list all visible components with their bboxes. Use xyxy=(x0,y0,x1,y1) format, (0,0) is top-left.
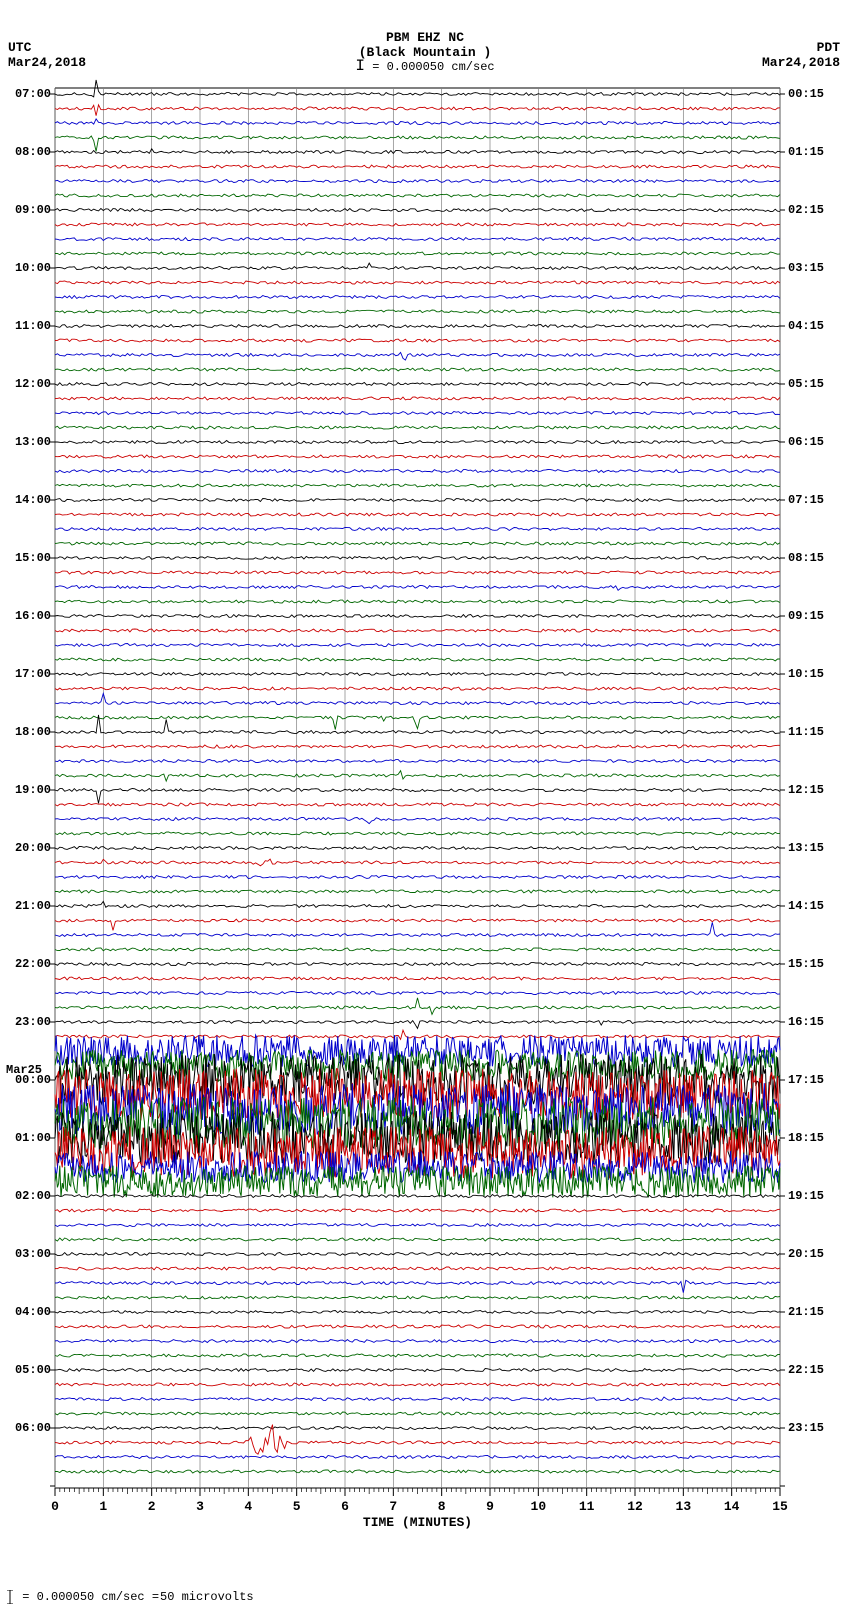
tz-right-date: Mar24,2018 xyxy=(762,55,840,70)
tz-right-label: PDT xyxy=(817,40,840,55)
pdt-hour-label: 20:15 xyxy=(788,1247,838,1261)
pdt-hour-label: 13:15 xyxy=(788,841,838,855)
pdt-hour-label: 11:15 xyxy=(788,725,838,739)
pdt-hour-label: 04:15 xyxy=(788,319,838,333)
seismogram-chart: 0123456789101112131415TIME (MINUTES) xyxy=(0,0,850,1613)
tz-left-date: Mar24,2018 xyxy=(8,55,86,70)
scale-note: I = 0.000050 cm/sec xyxy=(0,60,850,74)
svg-text:11: 11 xyxy=(579,1499,595,1514)
pdt-hour-label: 21:15 xyxy=(788,1305,838,1319)
utc-hour-label: 23:00 xyxy=(6,1015,51,1029)
pdt-hour-label: 12:15 xyxy=(788,783,838,797)
utc-hour-label: 21:00 xyxy=(6,899,51,913)
utc-hour-label: 16:00 xyxy=(6,609,51,623)
footer-microvolts: 50 microvolts xyxy=(160,1590,254,1604)
pdt-hour-label: 03:15 xyxy=(788,261,838,275)
pdt-hour-label: 23:15 xyxy=(788,1421,838,1435)
pdt-hour-label: 02:15 xyxy=(788,203,838,217)
pdt-hour-label: 17:15 xyxy=(788,1073,838,1087)
svg-text:12: 12 xyxy=(627,1499,643,1514)
pdt-hour-label: 10:15 xyxy=(788,667,838,681)
pdt-hour-label: 09:15 xyxy=(788,609,838,623)
svg-text:7: 7 xyxy=(389,1499,397,1514)
utc-hour-label: 19:00 xyxy=(6,783,51,797)
svg-text:4: 4 xyxy=(244,1499,252,1514)
utc-hour-label: 04:00 xyxy=(6,1305,51,1319)
pdt-hour-label: 05:15 xyxy=(788,377,838,391)
utc-hour-label: 06:00 xyxy=(6,1421,51,1435)
pdt-hour-label: 00:15 xyxy=(788,87,838,101)
svg-text:10: 10 xyxy=(531,1499,547,1514)
pdt-hour-label: 16:15 xyxy=(788,1015,838,1029)
svg-text:2: 2 xyxy=(148,1499,156,1514)
utc-hour-label: 14:00 xyxy=(6,493,51,507)
pdt-hour-label: 14:15 xyxy=(788,899,838,913)
station-code: PBM EHZ NC xyxy=(0,30,850,45)
utc-hour-label: 05:00 xyxy=(6,1363,51,1377)
utc-hour-label: 11:00 xyxy=(6,319,51,333)
pdt-hour-label: 18:15 xyxy=(788,1131,838,1145)
svg-text:TIME (MINUTES): TIME (MINUTES) xyxy=(363,1515,472,1530)
svg-text:3: 3 xyxy=(196,1499,204,1514)
utc-hour-label: 12:00 xyxy=(6,377,51,391)
svg-text:6: 6 xyxy=(341,1499,349,1514)
pdt-hour-label: 01:15 xyxy=(788,145,838,159)
utc-hour-label: 10:00 xyxy=(6,261,51,275)
utc-hour-label: 01:00 xyxy=(6,1131,51,1145)
utc-hour-label: 07:00 xyxy=(6,87,51,101)
pdt-hour-label: 19:15 xyxy=(788,1189,838,1203)
svg-text:15: 15 xyxy=(772,1499,788,1514)
svg-text:13: 13 xyxy=(676,1499,692,1514)
svg-text:9: 9 xyxy=(486,1499,494,1514)
new-day-label: Mar25 xyxy=(6,1063,42,1077)
svg-text:1: 1 xyxy=(99,1499,107,1514)
utc-hour-label: 20:00 xyxy=(6,841,51,855)
pdt-hour-label: 06:15 xyxy=(788,435,838,449)
tz-left-label: UTC xyxy=(8,40,31,55)
svg-text:8: 8 xyxy=(438,1499,446,1514)
utc-hour-label: 08:00 xyxy=(6,145,51,159)
utc-hour-label: 17:00 xyxy=(6,667,51,681)
station-location: (Black Mountain ) xyxy=(0,45,850,60)
utc-hour-label: 13:00 xyxy=(6,435,51,449)
utc-hour-label: 22:00 xyxy=(6,957,51,971)
utc-hour-label: 09:00 xyxy=(6,203,51,217)
footer-scale: = 0.000050 cm/sec = xyxy=(5,1590,159,1604)
utc-hour-label: 02:00 xyxy=(6,1189,51,1203)
svg-text:0: 0 xyxy=(51,1499,59,1514)
pdt-hour-label: 22:15 xyxy=(788,1363,838,1377)
utc-hour-label: 18:00 xyxy=(6,725,51,739)
pdt-hour-label: 08:15 xyxy=(788,551,838,565)
svg-text:5: 5 xyxy=(293,1499,301,1514)
pdt-hour-label: 15:15 xyxy=(788,957,838,971)
svg-text:14: 14 xyxy=(724,1499,740,1514)
utc-hour-label: 15:00 xyxy=(6,551,51,565)
utc-hour-label: 03:00 xyxy=(6,1247,51,1261)
pdt-hour-label: 07:15 xyxy=(788,493,838,507)
